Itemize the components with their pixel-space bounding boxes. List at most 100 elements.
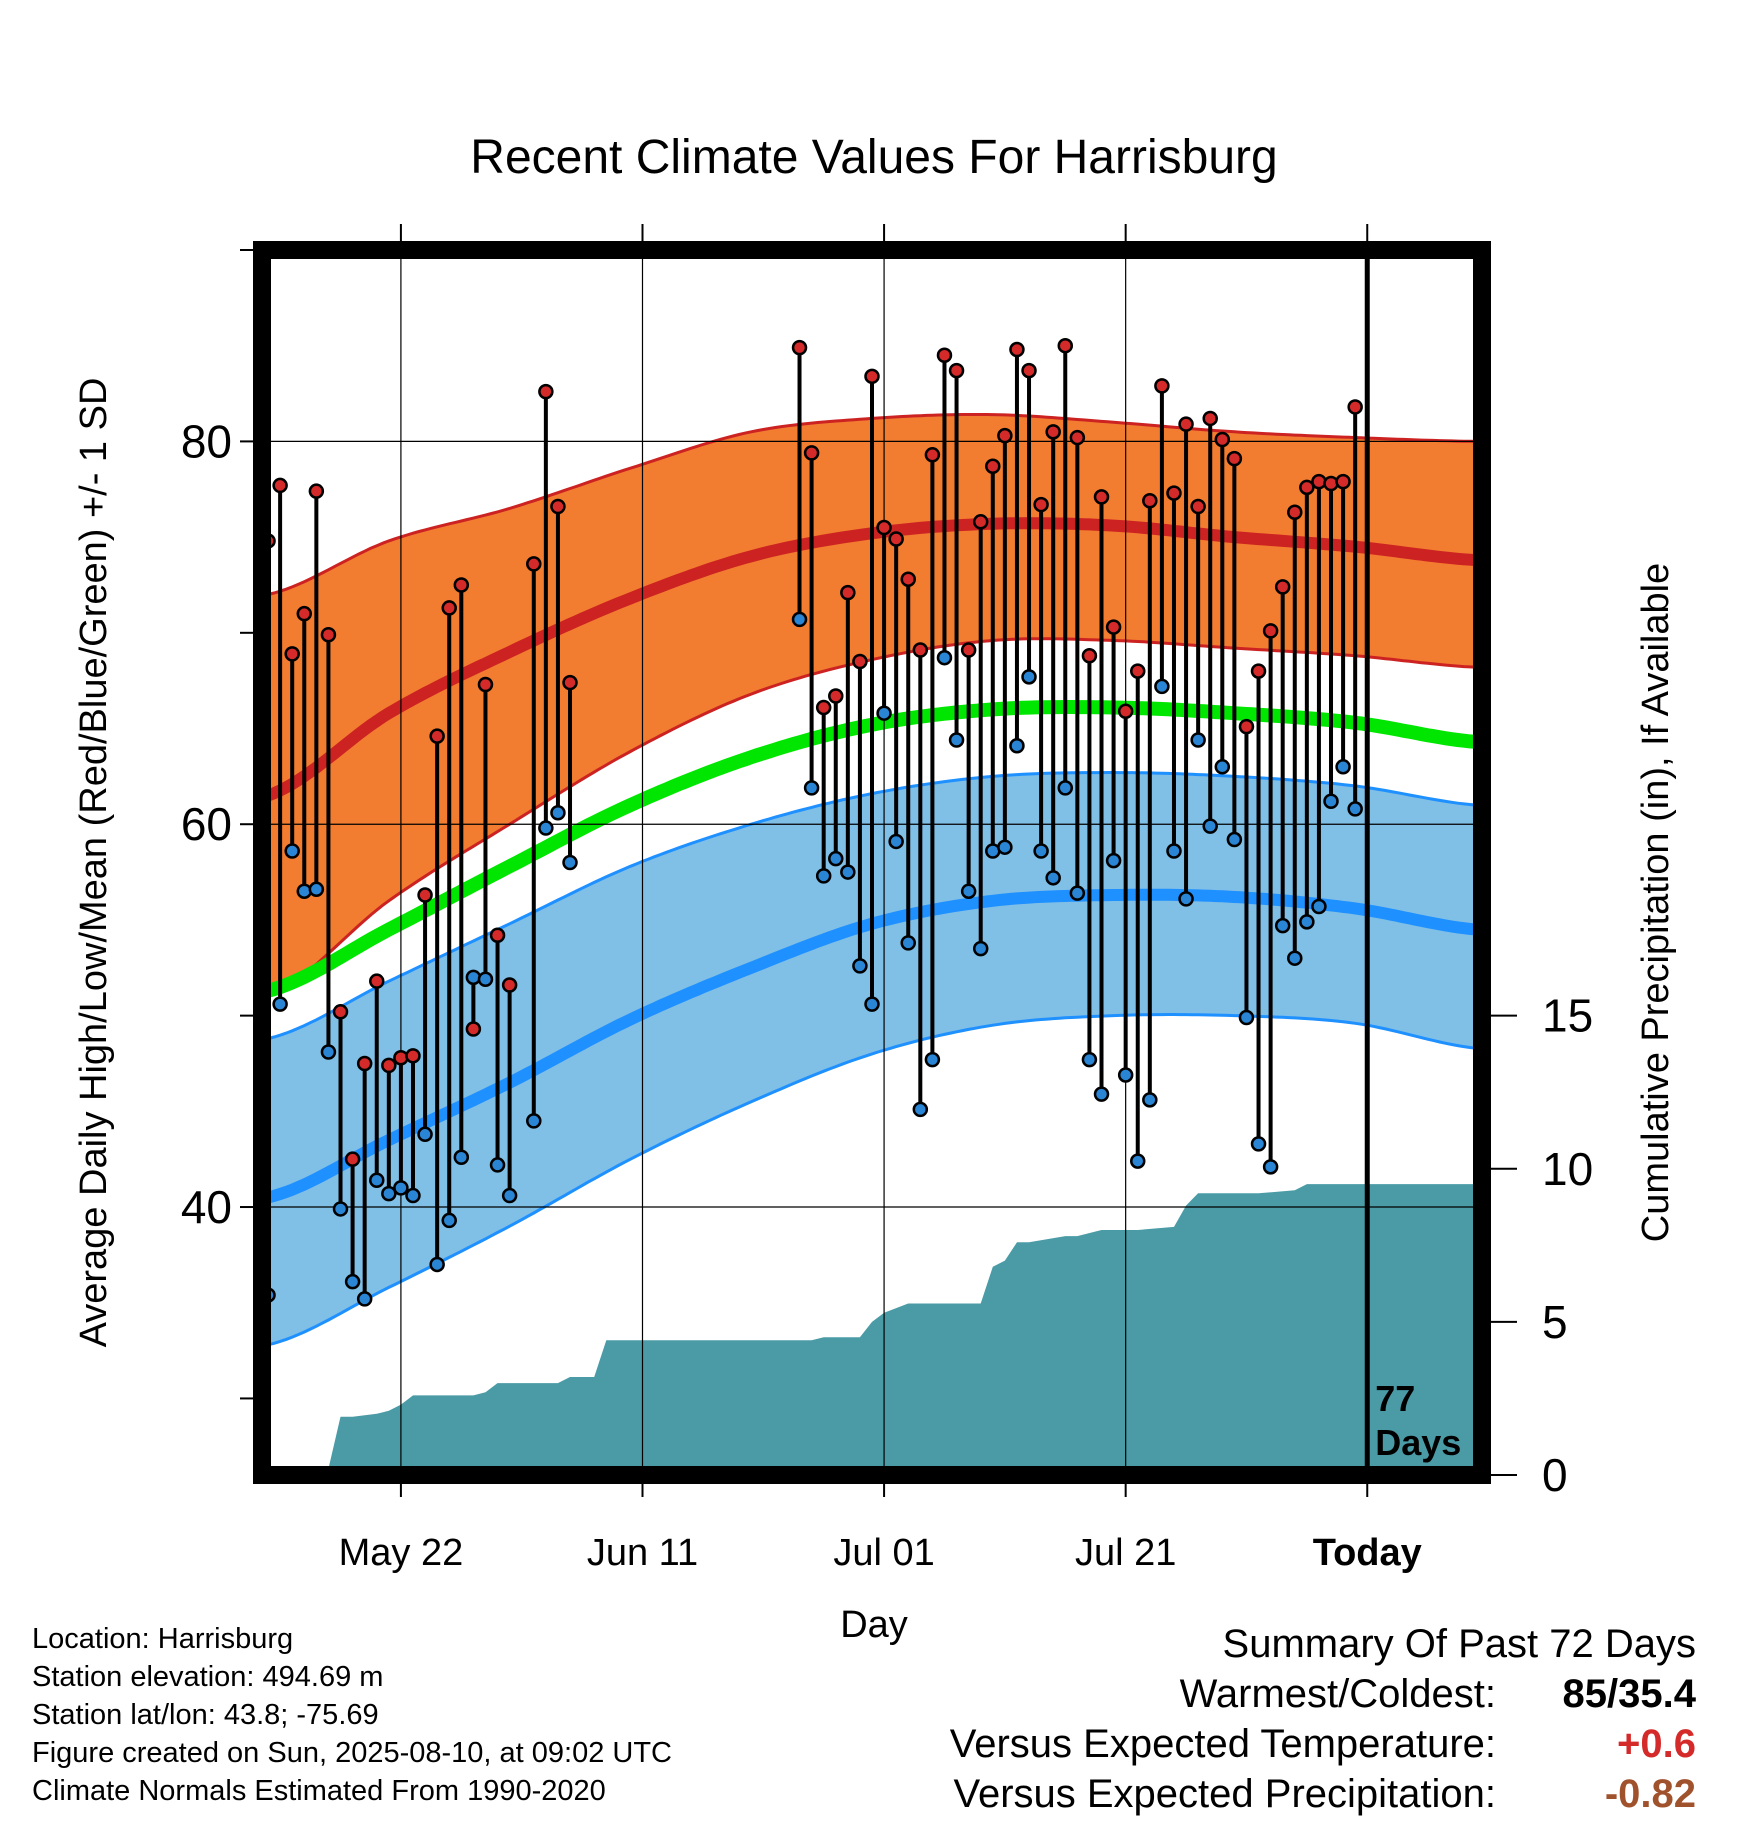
summary-temp-row: Versus Expected Temperature: +0.6: [950, 1722, 1696, 1767]
y-right-axis-title: Cumulative Precipitation (in), If Availa…: [1635, 563, 1677, 1242]
daily-low-point: [1323, 793, 1339, 809]
daily-high-point: [393, 1049, 409, 1066]
daily-low-point: [562, 854, 578, 871]
x-tick-label: Jun 11: [587, 1532, 698, 1574]
daily-low-point: [924, 1051, 941, 1068]
daily-high-point: [1129, 663, 1146, 679]
daily-high-point: [1069, 429, 1086, 446]
daily-low-point: [815, 868, 832, 884]
info-created: Figure created on Sun, 2025-08-10, at 09…: [32, 1737, 672, 1769]
daily-high-point: [1347, 399, 1363, 415]
info-latlon: Station lat/lon: 43.8; -75.69: [32, 1699, 379, 1731]
daily-high-point: [465, 1021, 482, 1037]
daily-low-point: [465, 969, 482, 986]
daily-high-point: [803, 445, 820, 461]
daily-high-point: [924, 447, 941, 463]
y-left-axis-title: Average Daily High/Low/Mean (Red/Blue/Gr…: [73, 378, 115, 1348]
y-right-tick-label: 0: [1542, 1449, 1568, 1501]
daily-low-point: [1178, 891, 1194, 907]
daily-high-point: [791, 339, 808, 356]
info-normals: Climate Normals Estimated From 1990-2020: [32, 1775, 606, 1807]
daily-low-point: [308, 881, 325, 898]
daily-high-point: [344, 1151, 361, 1167]
daily-low-point: [803, 780, 820, 796]
daily-low-point: [1069, 885, 1086, 901]
daily-low-point: [852, 958, 868, 974]
daily-high-point: [985, 458, 1001, 475]
daily-high-point: [888, 531, 904, 547]
daily-low-point: [1105, 852, 1122, 869]
daily-high-point: [1226, 450, 1243, 467]
summary-temp-label: Versus Expected Temperature:: [949, 1722, 1496, 1766]
daily-high-point: [284, 646, 300, 662]
x-tick-label: May 22: [339, 1532, 464, 1574]
daily-points-layer: [262, 337, 1363, 1307]
summary-precip-row: Versus Expected Precipitation: -0.82: [953, 1772, 1696, 1817]
daily-high-point: [1202, 410, 1218, 427]
daily-high-point: [477, 676, 494, 693]
y-left-tick-label: 40: [181, 1181, 232, 1233]
daily-low-point: [369, 1172, 385, 1188]
summary-warmest-value: 85/35.4: [1562, 1672, 1696, 1716]
daily-high-point: [1214, 431, 1231, 448]
daily-low-point: [840, 864, 856, 880]
daily-high-point: [417, 887, 433, 903]
daily-low-point: [960, 883, 977, 899]
daily-low-point: [550, 804, 566, 821]
daily-high-point: [1117, 703, 1134, 720]
daily-low-point: [417, 1126, 433, 1143]
y-right-tick-label: 10: [1542, 1143, 1593, 1195]
info-elevation: Station elevation: 494.69 m: [32, 1661, 384, 1693]
daily-low-point: [272, 996, 288, 1012]
daily-high-point: [1335, 473, 1351, 490]
daily-high-point: [840, 584, 856, 601]
daily-low-point: [791, 611, 808, 628]
daily-low-point: [489, 1157, 506, 1173]
daily-high-point: [1274, 579, 1291, 595]
low-sd-band: [262, 772, 1482, 1345]
daily-high-point: [1299, 479, 1315, 496]
daily-high-point: [308, 483, 325, 499]
info-location: Location: Harrisburg: [32, 1623, 294, 1655]
daily-high-point: [1033, 496, 1049, 513]
daily-low-point: [453, 1149, 470, 1166]
axes-layer: 40 60 80 0 5 10 15 May 22 Jun 11 Jul 01 Jul 21 Toda…: [73, 224, 1677, 1646]
y-left-tick-label: 60: [181, 798, 232, 850]
summary-warmest-row: Warmest/Coldest: 85/35.4: [1180, 1672, 1696, 1717]
daily-high-point: [429, 728, 445, 744]
daily-high-point: [1093, 489, 1110, 505]
daily-high-point: [1323, 475, 1339, 492]
daily-high-point: [815, 699, 832, 716]
daily-low-point: [864, 996, 880, 1012]
today-days-count: 77: [1375, 1378, 1415, 1419]
daily-low-point: [526, 1113, 542, 1129]
daily-high-point: [1238, 718, 1255, 735]
daily-high-point: [1021, 362, 1037, 379]
x-tick-label: Today: [1313, 1532, 1422, 1574]
daily-low-point: [1154, 678, 1170, 695]
daily-high-point: [441, 600, 457, 616]
daily-high-point: [381, 1057, 397, 1074]
daily-high-point: [876, 519, 892, 536]
daily-low-point: [538, 820, 554, 836]
daily-high-point: [828, 688, 844, 704]
daily-high-point: [1166, 485, 1182, 501]
chart-title: Recent Climate Values For Harrisburg: [470, 131, 1278, 184]
daily-high-point: [912, 642, 929, 658]
daily-low-point: [405, 1187, 421, 1204]
daily-low-point: [912, 1101, 929, 1118]
daily-high-point: [369, 973, 385, 989]
daily-high-point: [900, 571, 916, 587]
daily-high-point: [562, 674, 578, 691]
daily-low-point: [1117, 1067, 1134, 1083]
daily-high-point: [296, 605, 313, 622]
daily-low-point: [1057, 780, 1074, 796]
daily-low-point: [1250, 1136, 1267, 1152]
daily-low-point: [441, 1212, 457, 1229]
daily-low-point: [948, 732, 965, 748]
daily-low-point: [296, 883, 313, 899]
daily-high-point: [997, 427, 1013, 444]
daily-high-point: [852, 653, 868, 670]
daily-low-point: [332, 1201, 349, 1217]
